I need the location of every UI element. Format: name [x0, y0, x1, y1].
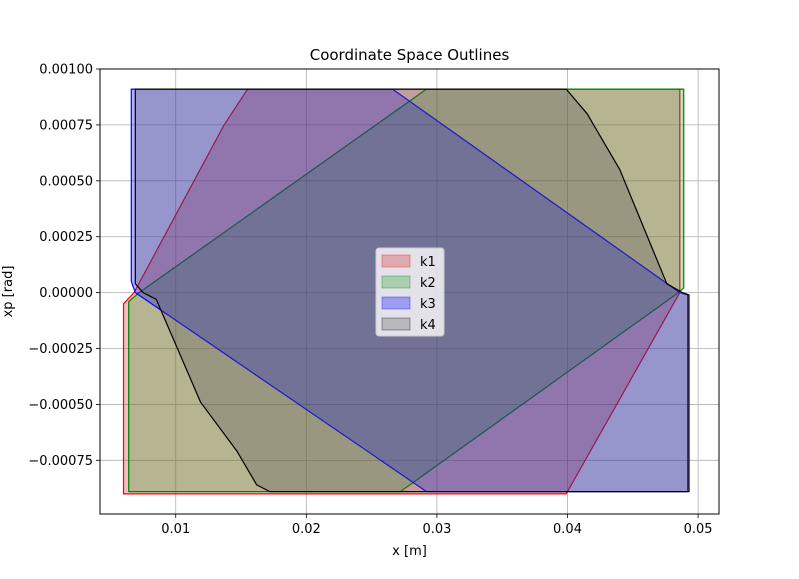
chart-title: Coordinate Space Outlines — [310, 46, 510, 64]
y-tick-label: 0.00050 — [39, 174, 93, 189]
y-tick-label: 0.00000 — [39, 286, 93, 301]
x-axis-label: x [m] — [392, 544, 427, 559]
legend-swatch-k2 — [381, 275, 411, 289]
x-tick-label: 0.02 — [292, 522, 321, 537]
legend: k1 k2 k3 k4 — [375, 247, 445, 337]
plot-frame — [99, 68, 720, 515]
x-tick-label: 0.05 — [684, 522, 713, 537]
y-tick-label: −0.00075 — [28, 454, 93, 469]
legend-label-k4: k4 — [420, 318, 436, 333]
y-tick-label: 0.00025 — [39, 230, 93, 245]
x-tick-label: 0.01 — [161, 522, 190, 537]
legend-box — [375, 247, 445, 337]
y-tick-label: −0.00050 — [28, 398, 93, 413]
y-tick-label: 0.00075 — [39, 118, 93, 133]
ticks: 0.01 0.02 0.03 0.04 0.05 0.00100 0.00075 0.0005… — [28, 63, 712, 538]
legend-label-k2: k2 — [420, 276, 436, 291]
legend-label-k3: k3 — [420, 297, 436, 312]
legend-swatch-k3 — [381, 296, 411, 310]
x-tick-label: 0.04 — [553, 522, 582, 537]
y-tick-label: −0.00025 — [28, 342, 93, 357]
legend-label-k1: k1 — [420, 255, 436, 270]
x-tick-label: 0.03 — [422, 522, 451, 537]
legend-swatch-k1 — [381, 254, 411, 268]
y-axis-label: xp [rad] — [1, 266, 16, 318]
legend-swatch-k4 — [381, 317, 411, 331]
y-tick-label: 0.00100 — [39, 63, 93, 78]
